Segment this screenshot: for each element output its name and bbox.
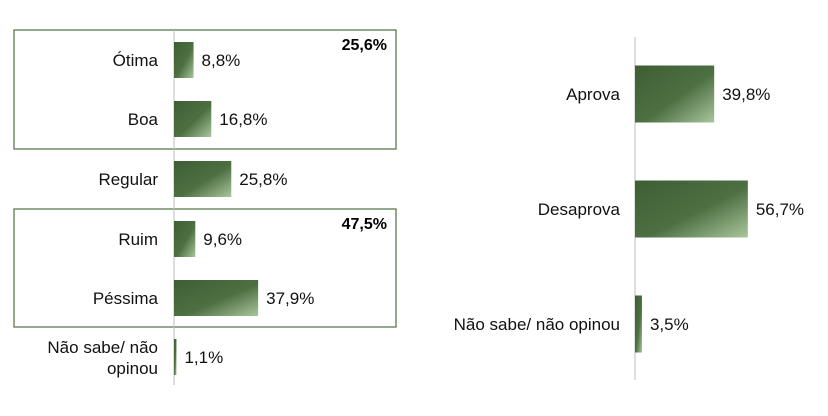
group-box (13, 208, 397, 328)
bar-regular (174, 161, 232, 197)
category-label-line1: Não sabe/ não (47, 338, 158, 357)
bar-ruim (174, 221, 196, 257)
bar-boa (174, 101, 212, 137)
evaluation-chart: 25,6% 47,5% Ótima 8,8% Boa 16,8% Regular 25,8% R… (13, 29, 397, 385)
bar-nao-sabe-nao-opinou (174, 339, 177, 375)
value-label: 3,5% (650, 315, 689, 334)
category-label: Desaprova (538, 200, 621, 219)
bar-aprova (635, 65, 715, 123)
approval-chart: Aprova 39,8% Desaprova 56,7% Não sabe/ não o… (454, 37, 804, 380)
group-total-label: 47,5% (342, 216, 387, 233)
category-label-line2: opinou (107, 359, 158, 378)
value-label: 16,8% (219, 110, 267, 129)
value-label: 39,8% (722, 85, 770, 104)
category-label: Ótima (113, 51, 159, 70)
category-label: Não sabe/ não opinou (454, 315, 620, 334)
value-label: 8,8% (202, 51, 241, 70)
category-label: Aprova (566, 85, 620, 104)
value-label: 1,1% (184, 348, 223, 367)
bar-pessima (174, 280, 259, 316)
value-label: 56,7% (756, 200, 804, 219)
category-label: Ruim (118, 230, 158, 249)
group-total-label: 25,6% (342, 37, 387, 54)
category-label: Péssima (93, 289, 159, 308)
bar-otima (174, 42, 194, 78)
bar-desaprova (635, 180, 748, 238)
value-label: 25,8% (239, 170, 287, 189)
bar-nao-sabe-nao-opinou (635, 295, 642, 353)
category-label: Boa (128, 110, 159, 129)
value-label: 37,9% (266, 289, 314, 308)
group-box (13, 29, 397, 150)
value-label: 9,6% (203, 230, 242, 249)
category-label: Regular (98, 170, 158, 189)
